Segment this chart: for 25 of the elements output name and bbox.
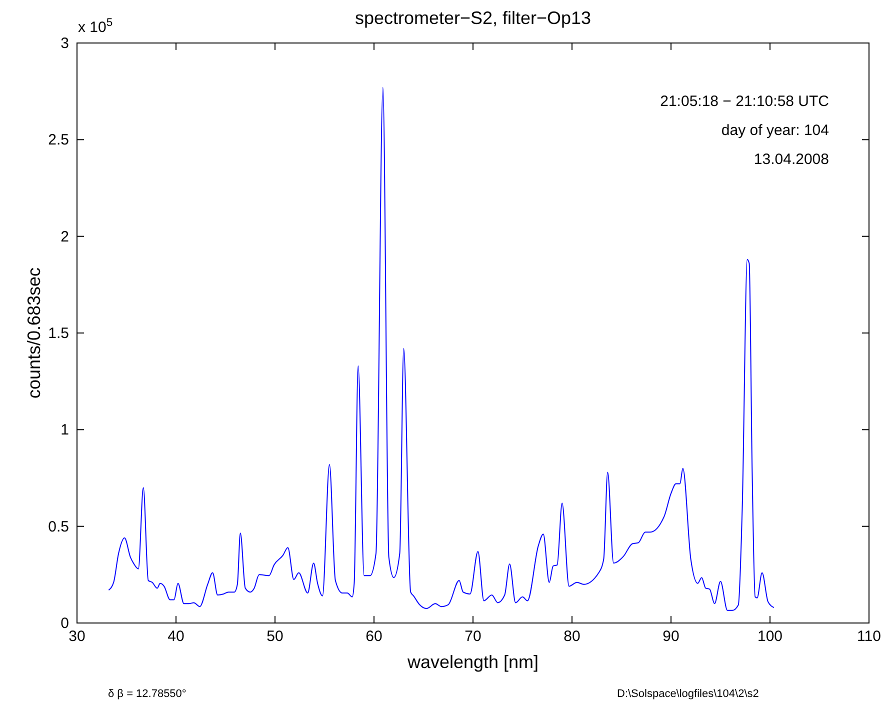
x-tick-label: 100 (757, 628, 783, 645)
x-tick-label: 30 (68, 628, 86, 645)
annotation: 21:05:18 − 21:10:58 UTC (660, 93, 830, 110)
x-tick-label: 110 (857, 628, 881, 645)
x-tick-label: 60 (366, 628, 382, 645)
x-tick-label: 90 (662, 628, 680, 645)
chart-title: spectrometer−S2, filter−Op13 (354, 8, 592, 28)
annotation: 13.04.2008 (754, 151, 829, 168)
text: x 10$^{5}$ (78, 17, 113, 36)
y-tick-label: 0.5 (48, 518, 69, 536)
y-axis-title: counts/0.683sec (24, 267, 44, 399)
x-axis-title: wavelength [nm] (406, 652, 539, 672)
text: D:\Solspace\logfiles\104\2\s2 (617, 688, 759, 700)
x-tick-label: 50 (266, 628, 284, 645)
x-tick-label: 70 (464, 628, 482, 645)
x-tick-label: 40 (168, 628, 184, 645)
text: δ β = 12.78550° (108, 688, 186, 700)
y-tick-label: 2 (60, 228, 69, 246)
y-tick-label: 2.5 (48, 132, 69, 149)
x-tick-label: 80 (564, 628, 580, 645)
annotation: day of year: 104 (721, 122, 829, 139)
y-tick-label: 1 (60, 422, 69, 439)
y-tick-label: 3 (60, 35, 69, 52)
y-tick-label: 0 (60, 615, 69, 632)
y-tick-label: 1.5 (48, 325, 69, 342)
